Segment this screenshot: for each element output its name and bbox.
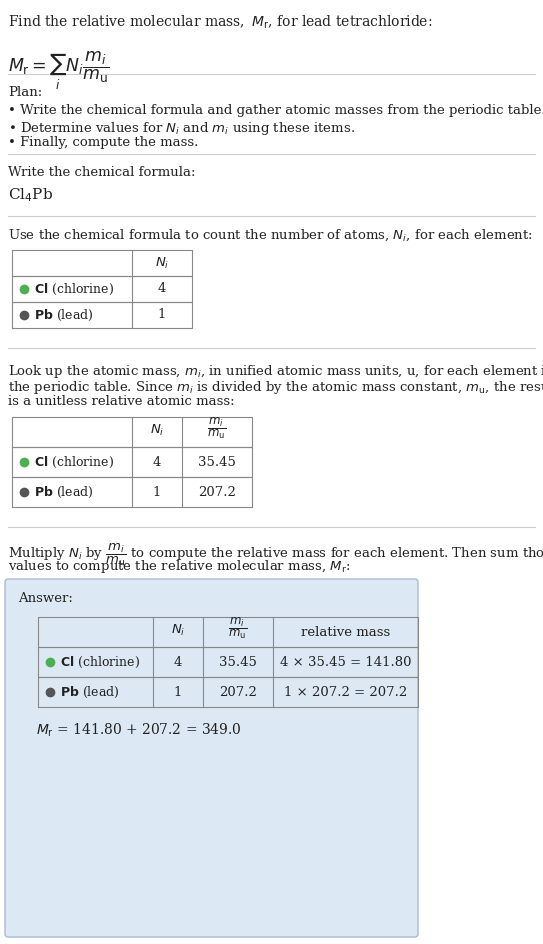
Text: 1: 1	[153, 485, 161, 498]
Text: 4: 4	[153, 456, 161, 468]
Text: $N_i$: $N_i$	[171, 622, 185, 637]
Text: 35.45: 35.45	[198, 456, 236, 468]
Text: the periodic table. Since $m_i$ is divided by the atomic mass constant, $m_{\rm : the periodic table. Since $m_i$ is divid…	[8, 379, 543, 396]
Text: Use the chemical formula to count the number of atoms, $N_i$, for each element:: Use the chemical formula to count the nu…	[8, 228, 533, 244]
Text: Plan:: Plan:	[8, 86, 42, 99]
Text: $\bf{Pb}$ (lead): $\bf{Pb}$ (lead)	[60, 684, 120, 700]
Text: $\bf{Cl}$ (chlorine): $\bf{Cl}$ (chlorine)	[60, 654, 140, 669]
Text: 4 × 35.45 = 141.80: 4 × 35.45 = 141.80	[280, 655, 411, 668]
Text: Write the chemical formula:: Write the chemical formula:	[8, 166, 195, 179]
Text: $M_{\rm r} = \sum_{i} N_i \dfrac{m_i}{m_{\rm u}}$: $M_{\rm r} = \sum_{i} N_i \dfrac{m_i}{m_…	[8, 49, 110, 92]
Text: 1: 1	[158, 309, 166, 322]
Text: $\bf{Cl}$ (chlorine): $\bf{Cl}$ (chlorine)	[34, 454, 114, 469]
Text: 35.45: 35.45	[219, 655, 257, 668]
Text: values to compute the relative molecular mass, $M_{\rm r}$:: values to compute the relative molecular…	[8, 558, 351, 575]
Text: • Determine values for $N_i$ and $m_i$ using these items.: • Determine values for $N_i$ and $m_i$ u…	[8, 120, 355, 137]
Text: is a unitless relative atomic mass:: is a unitless relative atomic mass:	[8, 395, 235, 408]
Text: 4: 4	[174, 655, 182, 668]
Text: $\bf{Cl}$ (chlorine): $\bf{Cl}$ (chlorine)	[34, 281, 114, 296]
Text: Look up the atomic mass, $m_i$, in unified atomic mass units, u, for each elemen: Look up the atomic mass, $m_i$, in unifi…	[8, 363, 543, 380]
Text: • Finally, compute the mass.: • Finally, compute the mass.	[8, 136, 198, 149]
Text: 1: 1	[174, 685, 182, 699]
Text: $\dfrac{m_i}{m_{\rm u}}$: $\dfrac{m_i}{m_{\rm u}}$	[207, 415, 226, 441]
Text: $N_i$: $N_i$	[155, 256, 169, 271]
Text: $\bf{Pb}$ (lead): $\bf{Pb}$ (lead)	[34, 484, 94, 499]
Text: 4: 4	[158, 282, 166, 295]
Text: relative mass: relative mass	[301, 626, 390, 638]
FancyBboxPatch shape	[5, 579, 418, 937]
Text: Answer:: Answer:	[18, 592, 73, 605]
Text: Multiply $N_i$ by $\dfrac{m_i}{m_{\rm u}}$ to compute the relative mass for each: Multiply $N_i$ by $\dfrac{m_i}{m_{\rm u}…	[8, 542, 543, 568]
Text: $N_i$: $N_i$	[150, 423, 164, 438]
Text: $\bf{Pb}$ (lead): $\bf{Pb}$ (lead)	[34, 308, 94, 323]
Text: 207.2: 207.2	[219, 685, 257, 699]
Text: • Write the chemical formula and gather atomic masses from the periodic table.: • Write the chemical formula and gather …	[8, 104, 543, 117]
Text: Cl$_4$Pb: Cl$_4$Pb	[8, 186, 53, 204]
Text: $M_{\rm r}$ = 141.80 + 207.2 = 349.0: $M_{\rm r}$ = 141.80 + 207.2 = 349.0	[36, 722, 242, 739]
Text: $\dfrac{m_i}{m_{\rm u}}$: $\dfrac{m_i}{m_{\rm u}}$	[229, 615, 248, 641]
Text: 1 × 207.2 = 207.2: 1 × 207.2 = 207.2	[284, 685, 407, 699]
Text: Find the relative molecular mass,  $M_{\rm r}$, for lead tetrachloride:: Find the relative molecular mass, $M_{\r…	[8, 14, 432, 31]
Text: 207.2: 207.2	[198, 485, 236, 498]
